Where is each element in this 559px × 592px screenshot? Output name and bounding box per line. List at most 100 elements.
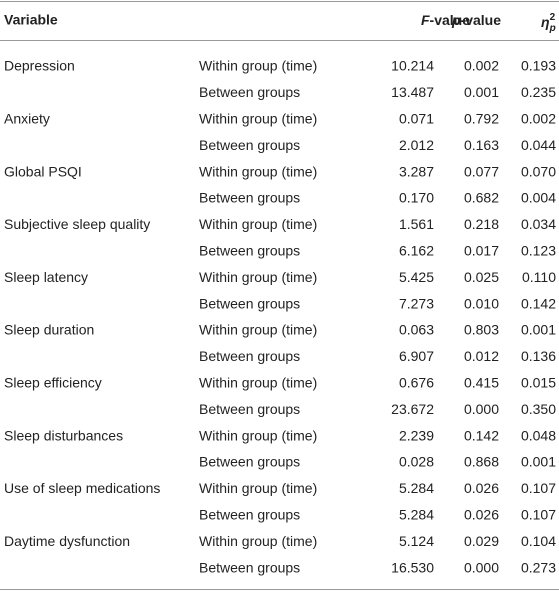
p-value: 0.415 [464,375,499,391]
effect-label: Within group (time) [199,269,317,285]
f-value: 5.284 [399,480,434,496]
effect-label: Within group (time) [199,58,317,74]
p-value: 0.012 [464,348,499,364]
eta-value: 0.070 [521,163,556,179]
eta-value: 0.015 [521,375,556,391]
f-value: 3.287 [399,163,434,179]
p-value: 0.682 [464,190,499,206]
variable-name: Sleep efficiency [4,375,102,391]
f-value: 23.672 [391,401,434,417]
variable-name: Anxiety [4,111,50,127]
effect-label: Between groups [199,401,300,417]
variable-name: Depression [4,58,75,74]
effect-label: Between groups [199,243,300,259]
effect-label: Within group (time) [199,533,317,549]
f-value: 1.561 [399,216,434,232]
eta-value: 0.142 [521,295,556,311]
eta-value: 0.235 [521,84,556,100]
header-p-value: p-value [451,12,501,28]
effect-label: Between groups [199,559,300,575]
f-value: 6.907 [399,348,434,364]
effect-label: Within group (time) [199,427,317,443]
header-f-value: F-value [421,12,470,28]
variable-name: Sleep latency [4,269,88,285]
f-value: 7.273 [399,295,434,311]
p-value: 0.010 [464,295,499,311]
p-value: 0.026 [464,480,499,496]
f-value: 16.530 [391,559,434,575]
eta-value: 0.048 [521,427,556,443]
p-value: 0.029 [464,533,499,549]
p-value: 0.001 [464,84,499,100]
effect-label: Between groups [199,454,300,470]
header-eta-symbol: η [541,14,550,30]
effect-label: Between groups [199,348,300,364]
effect-label: Within group (time) [199,480,317,496]
p-value: 0.803 [464,322,499,338]
f-value: 5.284 [399,507,434,523]
effect-label: Within group (time) [199,111,317,127]
variable-name: Use of sleep medications [4,480,160,496]
eta-value: 0.001 [521,322,556,338]
p-value: 0.026 [464,507,499,523]
effect-label: Within group (time) [199,322,317,338]
effect-label: Between groups [199,84,300,100]
eta-value: 0.044 [521,137,556,153]
p-value: 0.142 [464,427,499,443]
header-eta-sup: 2 [550,12,556,23]
eta-value: 0.193 [521,58,556,74]
p-value: 0.868 [464,454,499,470]
effect-label: Within group (time) [199,216,317,232]
p-value: 0.000 [464,401,499,417]
eta-value: 0.107 [521,480,556,496]
f-value: 0.676 [399,375,434,391]
f-value: 6.162 [399,243,434,259]
eta-value: 0.004 [521,190,556,206]
f-value: 5.425 [399,269,434,285]
header-f-text: -value [430,12,471,28]
p-value: 0.002 [464,58,499,74]
f-value: 0.028 [399,454,434,470]
eta-value: 0.034 [521,216,556,232]
header-p-text: -value [461,12,502,28]
header-p-italic: p [451,12,461,28]
p-value: 0.163 [464,137,499,153]
effect-label: Between groups [199,507,300,523]
f-value: 0.063 [399,322,434,338]
eta-value: 0.107 [521,507,556,523]
effect-label: Between groups [199,190,300,206]
p-value: 0.218 [464,216,499,232]
header-eta: ηp2 [541,12,556,34]
eta-value: 0.123 [521,243,556,259]
variable-name: Global PSQI [4,163,82,179]
f-value: 2.239 [399,427,434,443]
eta-value: 0.002 [521,111,556,127]
eta-value: 0.136 [521,348,556,364]
eta-value: 0.273 [521,559,556,575]
variable-name: Sleep duration [4,322,94,338]
f-value: 0.170 [399,190,434,206]
variable-name: Daytime dysfunction [4,533,130,549]
effect-label: Between groups [199,137,300,153]
f-value: 13.487 [391,84,434,100]
f-value: 0.071 [399,111,434,127]
p-value: 0.077 [464,163,499,179]
effect-label: Within group (time) [199,163,317,179]
header-eta-sub: p [549,23,556,34]
p-value: 0.017 [464,243,499,259]
f-value: 2.012 [399,137,434,153]
eta-value: 0.350 [521,401,556,417]
effect-label: Within group (time) [199,375,317,391]
f-value: 5.124 [399,533,434,549]
eta-value: 0.001 [521,454,556,470]
variable-name: Subjective sleep quality [4,216,150,232]
header-variable: Variable [4,12,58,28]
p-value: 0.025 [464,269,499,285]
f-value: 10.214 [391,58,434,74]
p-value: 0.000 [464,559,499,575]
eta-value: 0.110 [522,269,556,285]
header-f-italic: F [421,12,430,28]
variable-name: Sleep disturbances [4,427,123,443]
effect-label: Between groups [199,295,300,311]
